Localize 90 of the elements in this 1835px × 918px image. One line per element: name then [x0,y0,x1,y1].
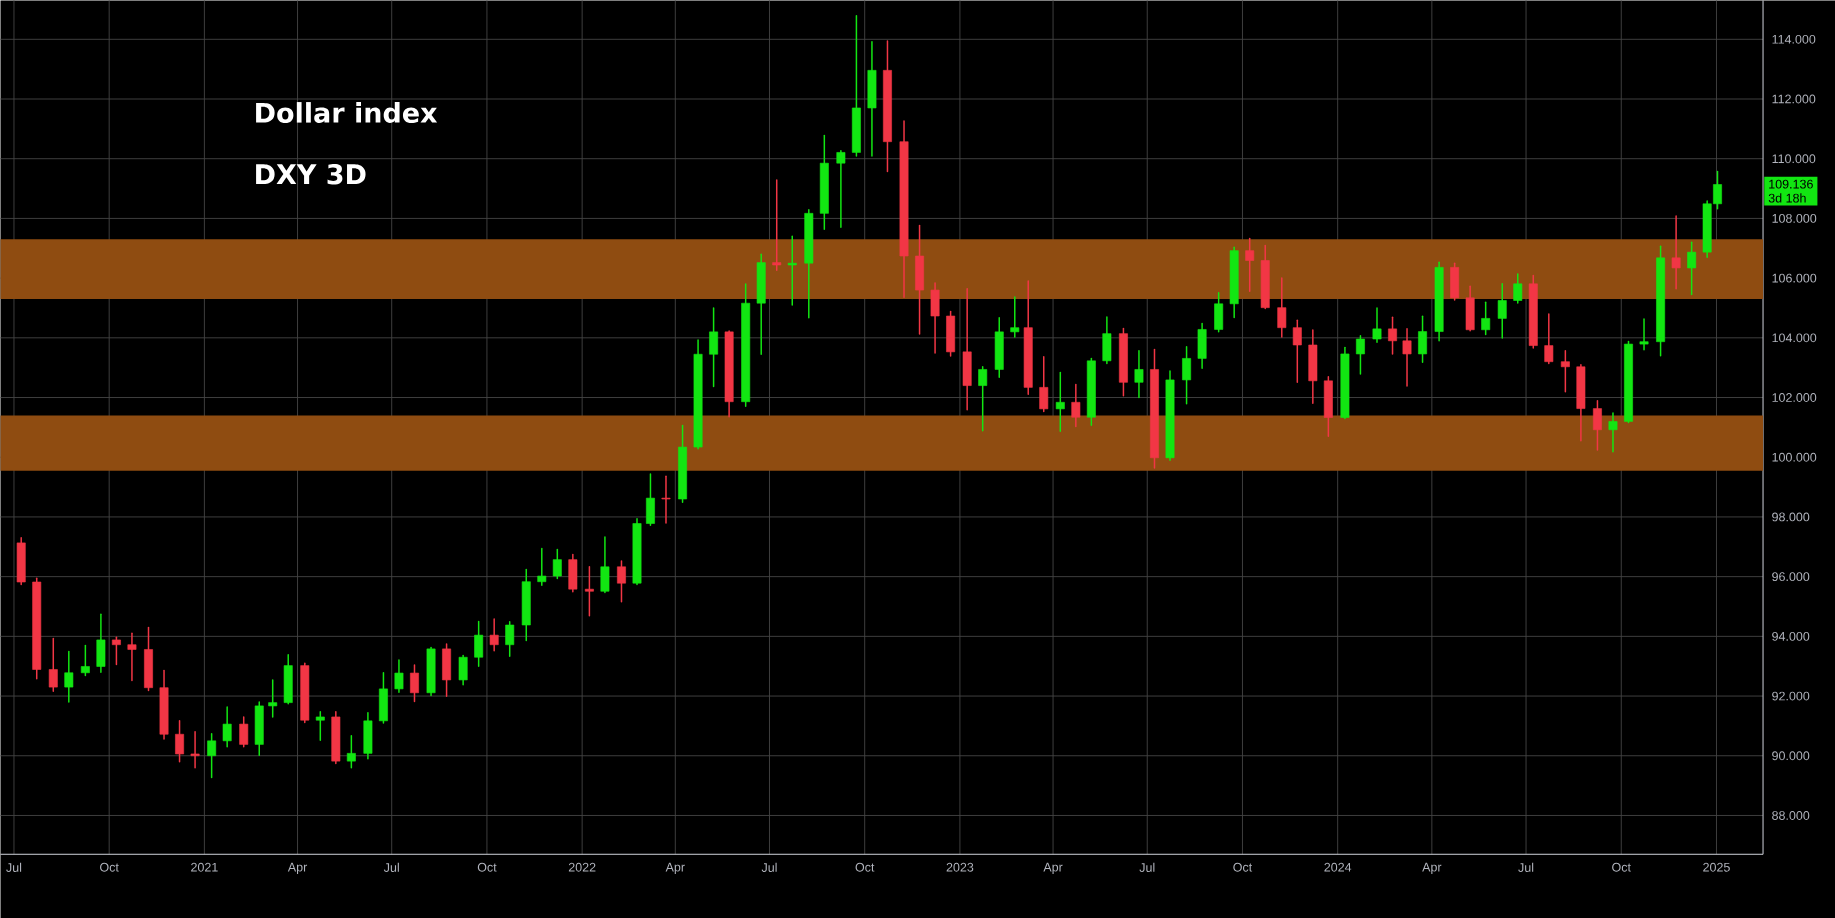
candlestick [315,711,325,741]
candlestick [1039,355,1049,413]
candlestick [1639,318,1649,351]
y-tick-label: 112.000 [1772,94,1816,104]
text: DXY 3D [256,163,366,185]
x-tick-label: 2022 [568,862,596,872]
candlestick [458,654,468,686]
candlestick [787,235,797,306]
x-tick-label: Oct [100,862,119,872]
candlestick [1497,282,1507,339]
x-tick-label: Apr [665,862,685,874]
y-tick-label: 114.000 [1772,34,1816,44]
candlestick [1245,237,1255,292]
y-tick-label: 110.000 [1772,154,1816,164]
candlestick [1608,412,1618,453]
x-tick-label: Apr [1422,862,1442,874]
x-tick-label: Jul [6,862,22,872]
candlestick [1593,399,1602,451]
candlestick [111,636,121,666]
y-tick-label: 92.000 [1772,691,1810,701]
y-tick-label: 108.000 [1772,213,1817,223]
candlestick [1418,315,1427,363]
candlestick [1544,313,1554,365]
candlestick [190,731,200,769]
y-tick-label: 88.000 [1772,810,1810,820]
x-tick-label: Oct [855,862,875,872]
candlestick [474,620,484,667]
candlestick [489,618,499,652]
candlestick [1277,277,1287,338]
y-tick-label: 104.000 [1772,333,1817,343]
candlestick [410,664,419,703]
x-tick-label: 2023 [946,862,974,872]
y-tick-label: 106.000 [1772,273,1817,283]
x-tick-label: Jul [1518,862,1534,872]
y-tick-label: 100.000 [1772,452,1817,462]
candlestick [127,632,137,682]
candlestick [1560,349,1570,393]
x-tick-label: Oct [1612,862,1631,872]
x-tick-label: 2025 [1703,862,1730,872]
candlestick [978,365,988,432]
candlestick [175,719,184,763]
candlestick [1292,319,1302,383]
candlestick [1388,316,1397,355]
candlestick [1010,296,1020,338]
candlestick [772,179,782,271]
candlestick [1671,215,1681,290]
y-tick-label: 102.000 [1772,392,1817,402]
y-tick-label: 96.000 [1772,572,1810,581]
candlestick [661,475,671,524]
x-tick-label: Oct [477,862,497,872]
candlestick [709,307,719,388]
candlestick [64,650,74,703]
candlestick [617,560,626,603]
candlestick [48,637,58,692]
candlestick [239,716,249,748]
x-tick-label: 2021 [191,862,218,872]
text: 109.136 [1769,179,1813,189]
candlestick [584,565,594,617]
x-tick-label: 2024 [1324,862,1352,872]
candlestick [1372,307,1382,343]
x-tick-label: Oct [1233,862,1253,872]
candlestick [1182,345,1192,405]
candlestick [1481,301,1491,336]
text: Dollar index [256,101,438,123]
candlestick [222,706,232,748]
x-tick-label: Apr [287,862,308,874]
candlestick [836,149,846,228]
x-tick-label: Jul [761,862,777,872]
candlestick [1687,241,1697,296]
x-tick-label: Jul [1139,862,1155,872]
candlestick [1055,371,1065,432]
candlestick [537,547,547,586]
y-tick-label: 94.000 [1772,631,1810,641]
y-tick-label: 90.000 [1772,751,1810,761]
candlestick [346,734,356,769]
text: 3d 18h [1768,193,1806,203]
candlestick [394,659,404,693]
x-tick-label: Apr [1043,862,1063,874]
candlestick [207,732,217,779]
candlestick [1402,327,1412,387]
candlestick [1134,349,1144,399]
candlestick [1071,383,1081,428]
x-tick-label: Jul [383,862,399,872]
candlestick [268,679,278,718]
y-tick-label: 98.000 [1772,512,1810,522]
candlestick [552,548,562,580]
candlestick [80,644,90,677]
candlestick [1356,334,1365,375]
candlestick [1513,273,1523,304]
candlestick [505,620,515,657]
